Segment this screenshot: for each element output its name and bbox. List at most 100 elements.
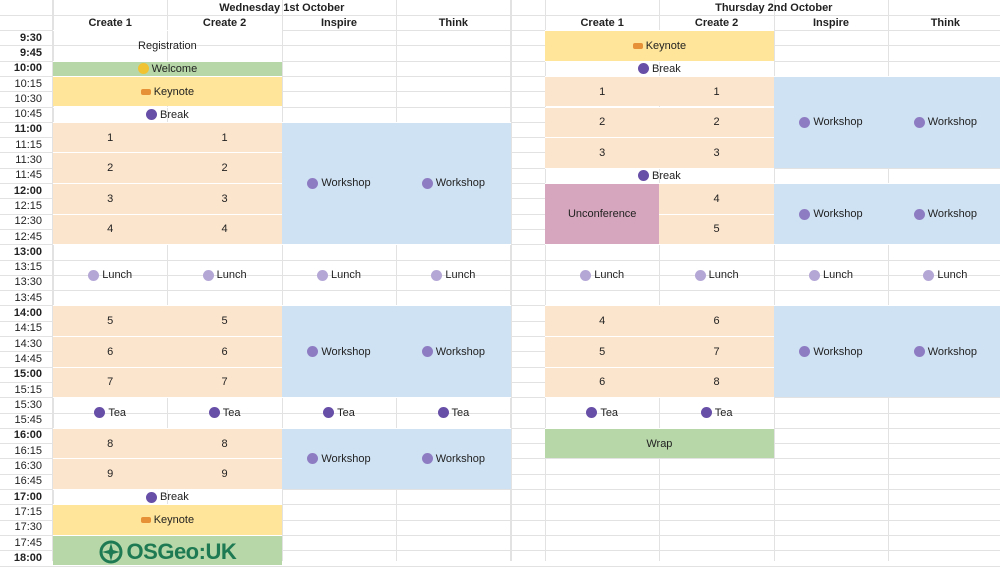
- gridline: [0, 534, 1000, 536]
- event-registration[interactable]: Registration: [53, 30, 282, 61]
- event-label: 5: [107, 315, 114, 328]
- event-9[interactable]: 9: [53, 458, 168, 489]
- event-keynote[interactable]: Keynote: [545, 30, 774, 61]
- event-8[interactable]: 8: [659, 366, 774, 398]
- event-workshop[interactable]: Workshop: [888, 183, 1000, 245]
- column-header: Inspire: [812, 16, 850, 29]
- event-5[interactable]: 5: [53, 305, 168, 336]
- coffee-icon: [437, 407, 449, 419]
- osgeo-logo-banner[interactable]: OSGeo:UK: [53, 534, 282, 566]
- event-6[interactable]: 6: [545, 366, 660, 398]
- time-label: 14:30: [14, 337, 42, 350]
- event-tea[interactable]: Tea: [545, 397, 660, 428]
- event-label: 3: [713, 146, 720, 159]
- event-3[interactable]: 3: [167, 183, 282, 214]
- workshop-icon: [799, 208, 811, 220]
- event-label: Workshop: [435, 452, 486, 465]
- event-7[interactable]: 7: [659, 336, 774, 367]
- gridline: [510, 0, 512, 561]
- event-lunch[interactable]: Lunch: [659, 244, 774, 305]
- event-tea[interactable]: Tea: [396, 397, 511, 428]
- event-4[interactable]: 4: [53, 213, 168, 245]
- event-4[interactable]: 4: [659, 183, 774, 214]
- event-label: 9: [107, 468, 114, 481]
- time-label: 9:45: [19, 46, 42, 59]
- event-1[interactable]: 1: [545, 75, 660, 107]
- event-workshop[interactable]: Workshop: [396, 427, 511, 489]
- event-workshop[interactable]: Workshop: [773, 305, 889, 398]
- event-5[interactable]: 5: [659, 213, 774, 245]
- event-2[interactable]: 2: [545, 106, 660, 138]
- event-workshop[interactable]: Workshop: [281, 427, 397, 489]
- event-4[interactable]: 4: [545, 305, 660, 336]
- event-lunch[interactable]: Lunch: [396, 244, 511, 305]
- event-5[interactable]: 5: [545, 336, 660, 367]
- event-tea[interactable]: Tea: [281, 397, 397, 428]
- event-workshop[interactable]: Workshop: [773, 183, 889, 245]
- event-lunch[interactable]: Lunch: [545, 244, 660, 305]
- gridline: [53, 0, 54, 561]
- event-lunch[interactable]: Lunch: [167, 244, 282, 305]
- event-label: Lunch: [102, 269, 133, 282]
- event-welcome[interactable]: Welcome: [53, 60, 282, 76]
- gridline: [0, 259, 1000, 261]
- event-break[interactable]: Break: [545, 167, 774, 183]
- time-label: 12:00: [13, 184, 42, 197]
- event-tea[interactable]: Tea: [53, 397, 168, 428]
- event-1[interactable]: 1: [53, 121, 168, 153]
- lunch-icon: [580, 269, 592, 281]
- event-8[interactable]: 8: [167, 427, 282, 459]
- event-label: Lunch: [216, 269, 247, 282]
- workshop-icon: [799, 346, 811, 358]
- event-keynote[interactable]: Keynote: [53, 75, 282, 107]
- time-label: 14:15: [14, 322, 42, 335]
- event-break[interactable]: Break: [53, 489, 282, 504]
- event-6[interactable]: 6: [167, 336, 282, 367]
- event-lunch[interactable]: Lunch: [888, 244, 1000, 305]
- event-workshop[interactable]: Workshop: [281, 305, 397, 398]
- gridline: [0, 550, 1000, 552]
- event-1[interactable]: 1: [167, 121, 282, 153]
- event-lunch[interactable]: Lunch: [53, 244, 168, 305]
- event-3[interactable]: 3: [53, 183, 168, 214]
- event-7[interactable]: 7: [167, 366, 282, 398]
- time-label: 15:15: [14, 383, 42, 396]
- event-label: Workshop: [435, 177, 486, 190]
- event-2[interactable]: 2: [659, 106, 774, 138]
- event-5[interactable]: 5: [167, 305, 282, 336]
- event-lunch[interactable]: Lunch: [773, 244, 889, 305]
- event-break[interactable]: Break: [53, 106, 282, 122]
- event-1[interactable]: 1: [659, 75, 774, 107]
- event-label: 3: [107, 192, 114, 205]
- event-lunch[interactable]: Lunch: [281, 244, 397, 305]
- event-tea[interactable]: Tea: [167, 397, 282, 428]
- event-2[interactable]: 2: [167, 152, 282, 183]
- event-4[interactable]: 4: [167, 213, 282, 245]
- event-workshop[interactable]: Workshop: [396, 305, 511, 398]
- column-header: Think: [930, 16, 961, 29]
- event-workshop[interactable]: Workshop: [888, 305, 1000, 398]
- event-label: 6: [221, 345, 228, 358]
- event-break[interactable]: Break: [545, 60, 774, 76]
- event-7[interactable]: 7: [53, 366, 168, 398]
- event-label: Keynote: [153, 514, 195, 527]
- event-8[interactable]: 8: [53, 427, 168, 459]
- event-3[interactable]: 3: [545, 137, 660, 168]
- event-wrap[interactable]: Wrap: [545, 427, 774, 459]
- event-label: Workshop: [927, 116, 978, 129]
- event-9[interactable]: 9: [167, 458, 282, 489]
- event-workshop[interactable]: Workshop: [773, 75, 889, 168]
- event-label: 4: [713, 192, 720, 205]
- event-tea[interactable]: Tea: [659, 397, 774, 428]
- event-6[interactable]: 6: [53, 336, 168, 367]
- event-label: Lunch: [331, 269, 361, 282]
- event-workshop[interactable]: Workshop: [396, 121, 511, 245]
- event-keynote[interactable]: Keynote: [53, 504, 282, 535]
- event-2[interactable]: 2: [53, 152, 168, 183]
- event-unconference[interactable]: Unconference: [545, 183, 660, 245]
- event-6[interactable]: 6: [659, 305, 774, 336]
- event-workshop[interactable]: Workshop: [888, 75, 1000, 168]
- logo-text: OSGeo:UK: [126, 539, 237, 565]
- event-3[interactable]: 3: [659, 137, 774, 168]
- event-workshop[interactable]: Workshop: [281, 121, 397, 245]
